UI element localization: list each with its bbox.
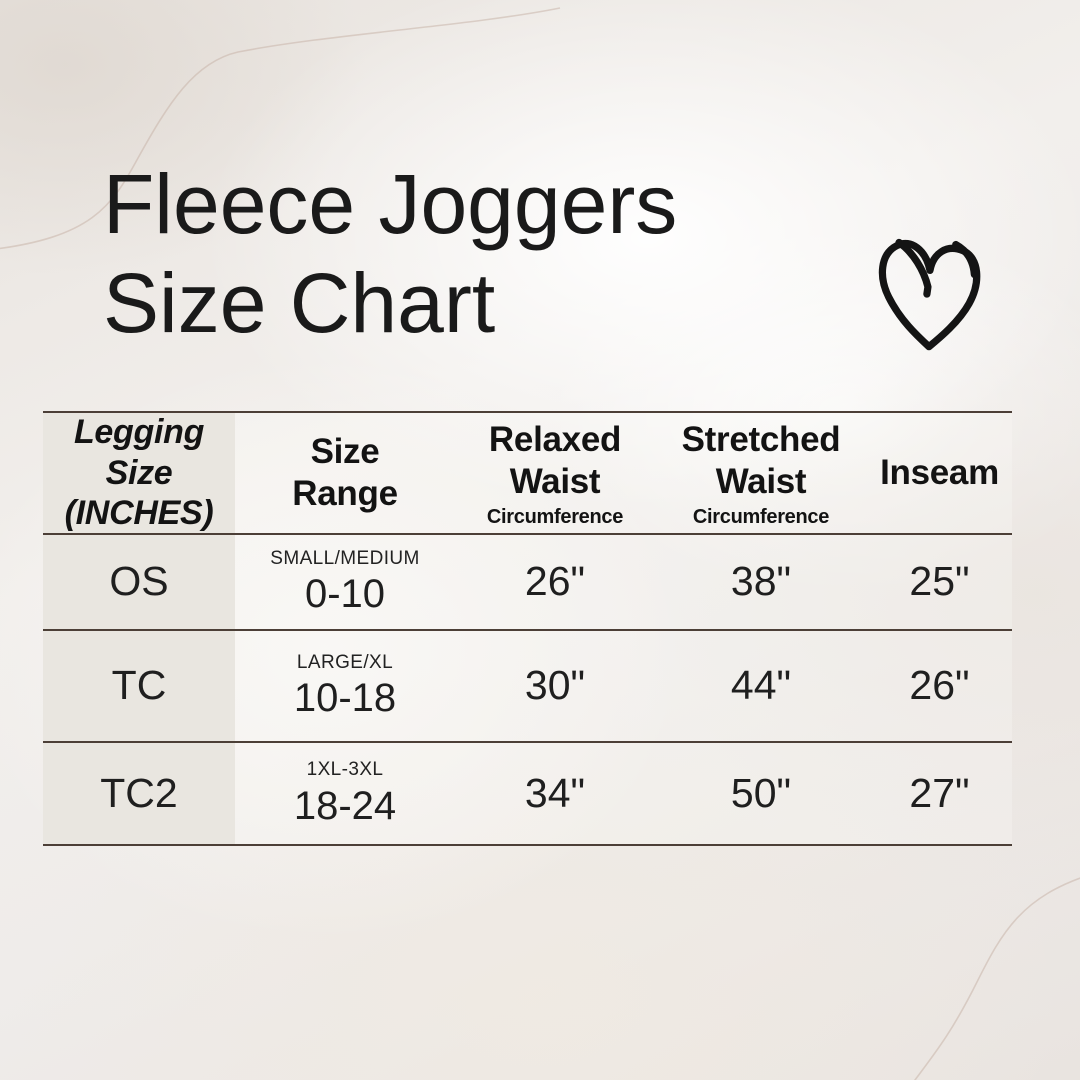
table-row-tc-legging-size-cell: TC: [43, 631, 235, 743]
stretched-waist-value: 44": [730, 662, 792, 709]
stretched-waist-value: 50": [730, 769, 792, 816]
column-header-size-range-line1: Size: [310, 432, 380, 471]
table-row-os-legging-size-cell: OS: [43, 535, 235, 631]
inseam-value: 25": [909, 558, 970, 605]
table-row-tc-inseam-cell: 26": [867, 631, 1012, 743]
size-range-value: 18-24: [293, 783, 397, 828]
column-header-relaxed-waist-sub: Circumference: [486, 505, 624, 528]
table-row-os-size-range-cell: SMALL/MEDIUM 0-10: [235, 535, 455, 631]
column-header-relaxed-waist-line1: Relaxed: [488, 419, 622, 459]
relaxed-waist-value: 30": [524, 662, 586, 709]
column-header-stretched-waist-sub: Circumference: [692, 505, 830, 528]
inseam-value: 27": [909, 769, 970, 816]
column-header-size-range: Size Range: [235, 413, 455, 535]
doodle-heart-icon: [868, 227, 992, 357]
column-header-size-range-line2: Range: [292, 474, 398, 513]
column-header-relaxed-waist: Relaxed Waist Circumference: [455, 413, 655, 535]
page-title-line-1: Fleece Joggers: [103, 157, 678, 251]
column-header-stretched-waist-line1: Stretched: [681, 419, 841, 459]
size-range-value: 10-18: [293, 676, 397, 721]
size-range-label: LARGE/XL: [296, 651, 394, 673]
table-row-tc2-size-range-cell: 1XL-3XL 18-24: [235, 743, 455, 846]
column-header-stretched-waist: Stretched Waist Circumference: [655, 413, 867, 535]
table-row-tc2-inseam-cell: 27": [867, 743, 1012, 846]
relaxed-waist-value: 34": [524, 769, 586, 816]
table-row-os-inseam-cell: 25": [867, 535, 1012, 631]
column-header-legging-size-line2: (INCHES): [64, 494, 214, 533]
table-row-os-relaxed-waist-cell: 26": [455, 535, 655, 631]
table-row-tc2-stretched-waist-cell: 50": [655, 743, 867, 846]
page-title-line-2: Size Chart: [103, 256, 496, 351]
table-row-tc-relaxed-waist-cell: 30": [455, 631, 655, 743]
column-header-legging-size-line1: Legging Size: [73, 412, 205, 492]
relaxed-waist-value: 26": [524, 558, 586, 605]
size-chart-table: Legging Size (INCHES) Size Range Relaxed…: [43, 411, 1012, 846]
size-range-label: SMALL/MEDIUM: [270, 547, 420, 569]
column-header-stretched-waist-line2: Waist: [715, 461, 807, 501]
size-range-value: 0-10: [304, 572, 386, 617]
table-row-tc2-legging-size-cell: TC2: [43, 743, 235, 846]
decorative-curve-bottom-right: [914, 877, 1080, 1080]
table-row-os-stretched-waist-cell: 38": [655, 535, 867, 631]
inseam-value: 26": [909, 662, 970, 709]
table-row-tc2-relaxed-waist-cell: 34": [455, 743, 655, 846]
stretched-waist-value: 38": [730, 558, 792, 605]
legging-size-value: TC: [111, 662, 167, 709]
legging-size-value: OS: [109, 558, 169, 605]
page-title: Fleece Joggers Size Chart: [103, 155, 677, 353]
column-header-inseam-line1: Inseam: [880, 453, 999, 492]
size-range-label: 1XL-3XL: [306, 759, 384, 781]
column-header-legging-size: Legging Size (INCHES): [43, 413, 235, 535]
column-header-inseam: Inseam: [867, 413, 1012, 535]
column-header-relaxed-waist-line2: Waist: [509, 461, 601, 501]
table-row-tc-size-range-cell: LARGE/XL 10-18: [235, 631, 455, 743]
table-row-tc-stretched-waist-cell: 44": [655, 631, 867, 743]
legging-size-value: TC2: [100, 769, 178, 816]
